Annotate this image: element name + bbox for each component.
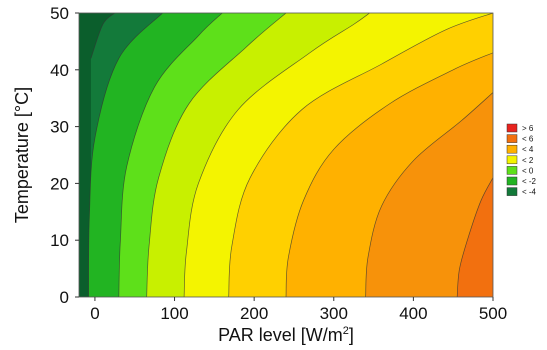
legend-swatch [506, 123, 518, 133]
legend-swatch [506, 166, 518, 175]
legend-swatch [506, 155, 518, 165]
y-tick-label: 0 [60, 288, 69, 307]
y-axis-label: Temperature [°C] [12, 87, 32, 223]
legend-label: > 6 [522, 124, 534, 133]
legend-swatch [506, 176, 518, 186]
y-tick-label: 20 [50, 174, 69, 193]
contour-line-3 [118, 13, 223, 297]
x-tick-label: 100 [160, 304, 188, 323]
contour-line-8 [365, 92, 493, 297]
legend-label: < -2 [522, 177, 537, 186]
legend-label: < 6 [522, 135, 534, 144]
legend: > 6 < 6< 4 < 2< 0 < -2 < -4 [506, 123, 537, 197]
x-axis-label: PAR level [W/m2] [218, 325, 354, 345]
plot-frame [78, 12, 494, 298]
y-tick-label: 50 [50, 4, 69, 23]
legend-swatch [506, 134, 518, 143]
contour-region-9 [457, 177, 493, 297]
x-tick-label: 400 [399, 304, 427, 323]
contour-line-6 [228, 13, 493, 297]
x-tick-label: 500 [479, 304, 507, 323]
legend-label: < 0 [522, 166, 534, 175]
x-tick-label: 300 [320, 304, 348, 323]
legend-swatch [506, 187, 518, 196]
contour-line-7 [285, 52, 493, 297]
plot-area [79, 13, 493, 297]
contour-line-9 [456, 177, 493, 297]
legend-label: < -4 [522, 188, 537, 197]
contour-line-5 [183, 13, 370, 297]
legend-label: < 2 [522, 156, 534, 165]
contour-region-8 [365, 92, 493, 297]
x-tick-label: 200 [240, 304, 268, 323]
y-tick-label: 30 [50, 118, 69, 137]
y-tick-label: 10 [50, 231, 69, 250]
legend-swatch [506, 144, 518, 154]
y-tick-label: 40 [50, 61, 69, 80]
legend-label: < 4 [522, 145, 534, 154]
x-tick-label: 0 [90, 304, 99, 323]
contour-line-2 [88, 13, 163, 297]
contour-line-4 [146, 13, 287, 297]
contour-line-1 [90, 13, 116, 59]
